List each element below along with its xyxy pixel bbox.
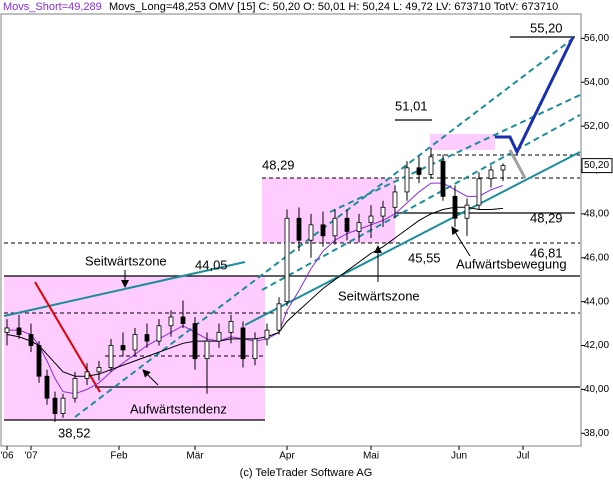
candle-body <box>192 323 198 360</box>
y-tick-label: 40,00 <box>584 384 609 395</box>
annotation: Seitwärtszone <box>85 253 167 268</box>
candle-body <box>144 334 150 342</box>
annotation: 44,05 <box>195 257 228 272</box>
y-tick-label: 44,00 <box>584 296 609 307</box>
x-tick-label: '07 <box>24 451 37 462</box>
x-tick-label: Mai <box>363 451 379 462</box>
candle-body <box>320 224 326 237</box>
levels <box>4 36 580 421</box>
annotation: Aufwärtsbewegung <box>456 256 567 271</box>
candle-body <box>132 334 138 351</box>
footer: (c) TeleTrader Software AG <box>240 467 373 479</box>
projection <box>495 36 575 156</box>
candle-body <box>84 371 90 379</box>
candle-body <box>428 156 434 175</box>
header-long: Movs_Long=48,253 <box>109 1 206 13</box>
annotation: 48,29 <box>530 210 563 225</box>
annotation: Seitwärtszone <box>338 288 420 303</box>
trendline <box>244 151 581 326</box>
candle-body <box>488 169 494 180</box>
candle-body <box>296 217 302 241</box>
candle-body <box>108 345 114 368</box>
candle-body <box>416 167 422 175</box>
channel-line <box>261 114 581 291</box>
candle-body <box>204 340 210 360</box>
candle-body <box>180 316 186 324</box>
last-price-box <box>581 158 613 174</box>
zone <box>430 134 495 150</box>
candle-body <box>36 345 42 377</box>
candle-body <box>276 303 282 331</box>
candle-body <box>28 334 34 346</box>
candle-body <box>308 224 314 241</box>
annotation: 48,29 <box>262 157 295 172</box>
candle-body <box>332 217 338 237</box>
candle-body <box>392 191 398 208</box>
candle-body <box>380 206 386 217</box>
y-tick-label: 52,00 <box>584 121 609 132</box>
projection-alt <box>508 149 527 179</box>
y-tick-label: 46,00 <box>584 252 609 263</box>
channel-line <box>329 94 581 213</box>
candle-body <box>284 217 290 303</box>
trendline <box>3 261 246 317</box>
candle-body <box>60 397 66 414</box>
candle-body <box>96 367 102 373</box>
last-price-label: 50,20 <box>584 160 609 171</box>
zone <box>262 178 395 243</box>
candle-body <box>52 397 58 414</box>
x-tick-label: Jul <box>517 451 530 462</box>
annotation: Aufwärtstendenz <box>130 401 227 416</box>
x-tick-label: Apr <box>279 451 295 462</box>
arrows <box>121 226 471 386</box>
candle-body <box>404 167 410 193</box>
y-tick-label: 42,00 <box>584 340 609 351</box>
x-tick-label: Feb <box>110 451 128 462</box>
header-short: Movs_Short=49,289 <box>3 1 102 13</box>
candle-body <box>16 327 22 335</box>
candle-body <box>168 316 174 327</box>
y-tick-label: 54,00 <box>584 77 609 88</box>
annotation: 45,55 <box>408 250 441 265</box>
candle-body <box>440 160 446 197</box>
candle-body <box>264 329 270 340</box>
header-quote: OMV [15] C: 50,20 O: 50,01 H: 50,24 L: 4… <box>209 1 558 13</box>
candle-body <box>240 327 246 360</box>
y-tick-label: 56,00 <box>584 33 609 44</box>
candle-body <box>44 375 50 399</box>
marks <box>4 147 506 422</box>
x-tick-label: Jun <box>451 451 467 462</box>
arrow <box>142 369 159 386</box>
candle-body <box>368 215 374 224</box>
y-tick-label: 48,00 <box>584 209 609 220</box>
candle-body <box>476 178 482 206</box>
x-tick-label: Mär <box>186 451 204 462</box>
annotation: 38,52 <box>58 425 91 440</box>
annotation: 46,81 <box>530 245 563 260</box>
candle-body <box>120 345 126 351</box>
candle-body <box>356 222 362 232</box>
candle-body <box>156 325 162 342</box>
candle-body <box>4 327 10 333</box>
candle-body <box>464 204 470 219</box>
x-tick-label: '06 <box>0 451 13 462</box>
candle-body <box>344 217 350 232</box>
candle-body <box>452 195 458 219</box>
moving-average <box>6 206 504 377</box>
candle-body <box>72 378 78 399</box>
annotation: 55,20 <box>530 20 563 35</box>
candle-body <box>500 165 506 171</box>
candle-body <box>252 338 258 360</box>
annotation: 51,01 <box>395 98 428 113</box>
candle-body <box>228 320 234 333</box>
arrow <box>451 226 471 257</box>
y-tick-label: 38,00 <box>584 428 609 439</box>
candle-body <box>216 331 222 342</box>
